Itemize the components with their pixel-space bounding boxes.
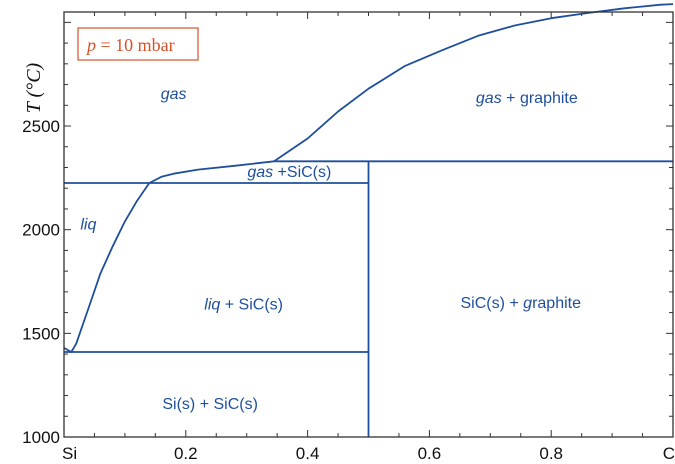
region-label-part: g: [523, 295, 532, 312]
x-tick-label: 0.2: [174, 444, 198, 463]
x-tick-label: 0.4: [296, 444, 320, 463]
region-label-part: gas: [476, 90, 502, 107]
region-label-part: + graphite: [502, 90, 578, 107]
y-axis-title: T (°C): [23, 62, 45, 113]
x-tick-label: C: [663, 444, 675, 463]
svg-text:p = 10 mbar: p = 10 mbar: [85, 35, 175, 55]
y-tick-label: 1500: [22, 324, 60, 343]
region-label-part: gas: [161, 86, 187, 103]
x-tick-label: 0.6: [418, 444, 442, 463]
plot-frame: [63, 11, 674, 438]
x-tick-label: Si: [62, 444, 77, 463]
region-label-liq-sic: liq + SiC(s): [204, 296, 283, 313]
region-label-part: liq: [80, 216, 96, 233]
region-label-sic-graphite: SiC(s) + graphite: [461, 295, 582, 312]
region-label-gas-sic: gas +SiC(s): [247, 164, 331, 181]
annotation-var: p: [85, 35, 96, 55]
x-tick-label: 0.8: [539, 444, 563, 463]
region-label-part: raphite: [532, 295, 581, 312]
pressure-annotation: p = 10 mbar: [77, 27, 199, 61]
y-tick-label: 2000: [22, 221, 60, 240]
region-label-gas-graphite: gas + graphite: [476, 90, 578, 107]
tick-marks: [64, 12, 673, 437]
annotation-value: = 10 mbar: [96, 35, 175, 55]
region-label-part: +SiC(s): [273, 164, 331, 181]
region-label-part: liq: [204, 296, 220, 313]
region-label-si-sic: Si(s) + SiC(s): [162, 396, 258, 413]
region-label-liq: liq: [80, 216, 96, 233]
y-tick-label: 2500: [22, 117, 60, 136]
gas-boundary-c-side: [273, 3, 674, 163]
region-label-part: Si(s) + SiC(s): [162, 396, 258, 413]
region-label-part: gas: [247, 164, 273, 181]
tick-labels: Si 0.2 0.4 0.6 0.8 C 1000 1500 2000 2500: [22, 117, 675, 463]
phase-boundaries: [63, 3, 674, 437]
region-label-part: + SiC(s): [220, 296, 283, 313]
liquidus: [63, 182, 151, 353]
gas-boundary-si-side: [148, 160, 275, 184]
annotation-box: [77, 27, 199, 61]
region-label-part: SiC(s) +: [461, 295, 524, 312]
region-label-gas: gas: [161, 86, 187, 103]
y-tick-label: 1000: [22, 428, 60, 447]
